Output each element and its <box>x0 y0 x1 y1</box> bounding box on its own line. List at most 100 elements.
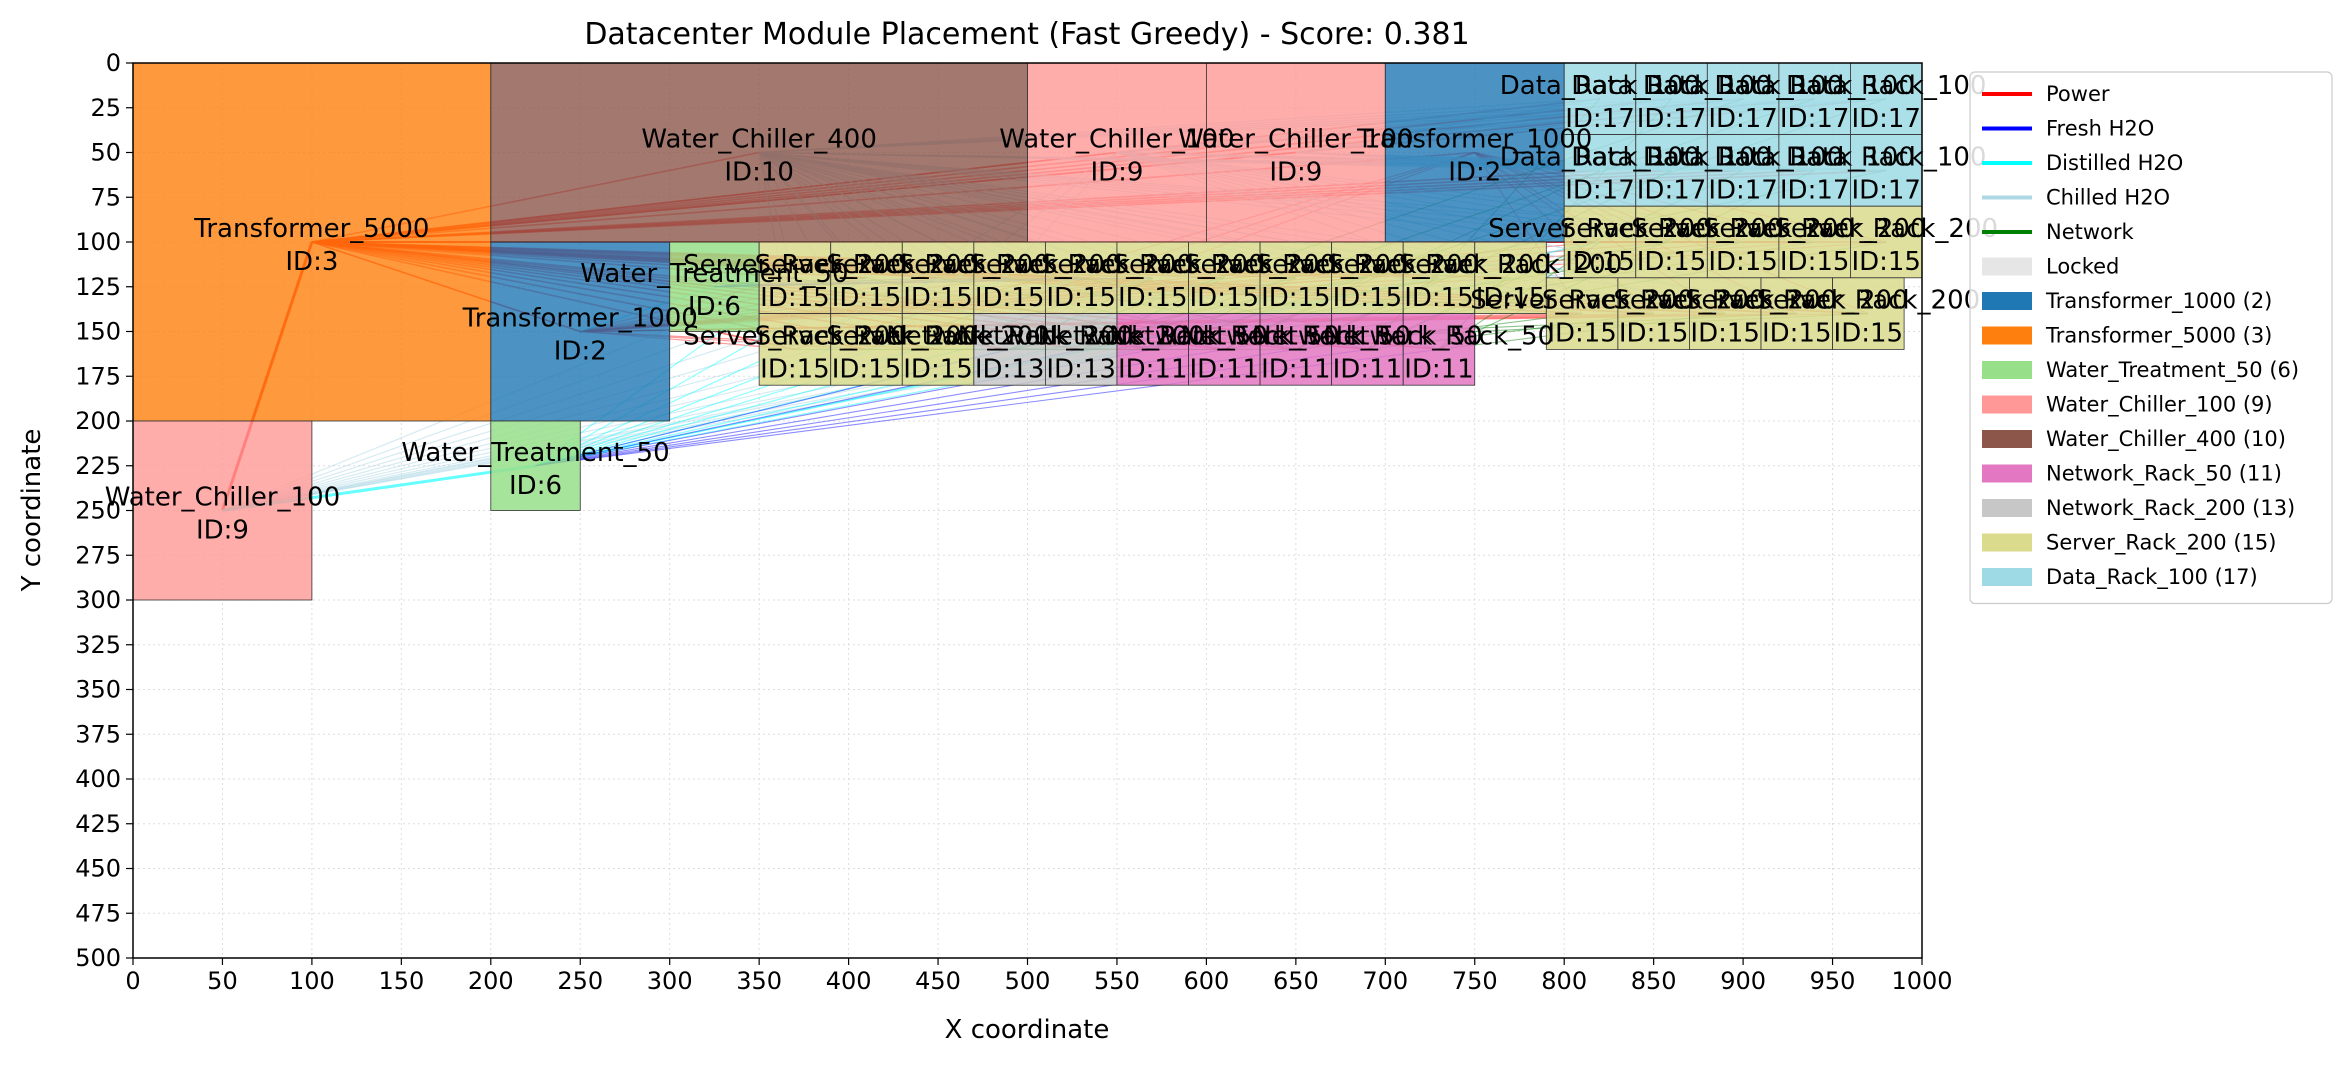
module-name-label: Data_Rack_100 <box>1643 71 1843 101</box>
legend-entry-label: Water_Treatment_50 (6) <box>2046 358 2299 383</box>
module-name-label: Server_Rack_200 <box>1184 250 1408 280</box>
y-tick-label: 75 <box>90 183 121 211</box>
module-block <box>1206 62 1386 243</box>
module-block <box>1706 62 1780 135</box>
module-id-label: ID:13 <box>1046 354 1116 384</box>
module-block <box>669 241 760 332</box>
module-id-label: ID:17 <box>1565 104 1635 134</box>
y-tick-label: 25 <box>90 94 121 122</box>
module-block <box>1402 313 1476 386</box>
x-tick-label: 600 <box>1183 967 1229 995</box>
module-name-label: Data_Rack_100 <box>1643 142 1843 172</box>
module-name-label: Server_Rack_200 <box>1488 214 1712 244</box>
module-name-label: Server_Rack_200 <box>1256 250 1480 280</box>
module-block <box>1044 241 1118 314</box>
y-tick-label: 250 <box>75 497 121 525</box>
module-name-label: Transformer_1000 <box>1356 125 1592 155</box>
module-block <box>1116 313 1189 386</box>
module-name-label: Network_Rack_50 <box>1109 321 1339 351</box>
module-id-label: ID:17 <box>1780 175 1850 205</box>
module-id-label: ID:17 <box>1780 104 1850 134</box>
x-tick-label: 750 <box>1452 967 1498 995</box>
module-block <box>1617 277 1690 350</box>
module-name-label: Server_Rack_200 <box>969 250 1193 280</box>
module-id-label: ID:15 <box>1404 283 1474 313</box>
module-block <box>830 241 903 314</box>
y-tick-label: 300 <box>75 586 121 614</box>
y-tick-label: 125 <box>75 273 121 301</box>
y-tick-label: 275 <box>75 541 121 569</box>
module-block <box>1116 241 1189 314</box>
legend-entry-label: Power <box>2046 82 2110 106</box>
y-tick-label: 50 <box>90 139 121 167</box>
axis-ticks: 0 50 100 150 200 250 300 350 400 450 500 550 600 650 7… <box>75 49 1952 995</box>
module-id-label: ID:15 <box>1762 319 1832 349</box>
x-tick-label: 650 <box>1273 967 1319 995</box>
module-block <box>758 241 832 314</box>
module-block <box>830 313 903 386</box>
module-name-label: Water_Treatment_50 <box>580 259 848 289</box>
module-block <box>1384 62 1565 243</box>
module-name-label: Server_Rack_200 <box>826 250 1050 280</box>
y-tick-label: 400 <box>75 765 121 793</box>
module-id-label: ID:15 <box>903 283 973 313</box>
legend-patch-swatch <box>1982 395 2032 414</box>
module-block <box>901 313 975 386</box>
legend-patch-swatch <box>1982 499 2032 517</box>
legend-patch-swatch <box>1982 430 2032 448</box>
module-id-label: ID:15 <box>1565 247 1635 277</box>
module-block <box>132 420 313 601</box>
module-block <box>1778 134 1851 207</box>
module-name-label: Server_Rack_200 <box>1756 286 1980 316</box>
x-tick-label: 0 <box>125 967 140 995</box>
module-name-label: Server_Rack_200 <box>1631 214 1855 244</box>
legend-entry-label: Server_Rack_200 (15) <box>2046 531 2276 556</box>
module-block <box>758 313 832 386</box>
module-block <box>490 241 671 422</box>
legend-entry-label: Water_Chiller_400 (10) <box>2046 427 2286 452</box>
module-id-label: ID:15 <box>1780 247 1850 277</box>
legend-patch-swatch <box>1982 568 2032 586</box>
module-name-label: Server_Rack_200 <box>755 250 979 280</box>
legend-patch-swatch <box>1982 533 2032 552</box>
y-tick-label: 500 <box>75 944 121 972</box>
module-id-label: ID:2 <box>554 337 607 367</box>
module-name-label: Water_Chiller_100 <box>999 125 1234 155</box>
x-tick-label: 50 <box>207 967 238 995</box>
module-name-label: Data_Rack_100 <box>1714 71 1914 101</box>
legend-entry-label: Chilled H2O <box>2046 186 2170 210</box>
module-name-label: Transformer_1000 <box>462 304 698 334</box>
module-block <box>973 313 1046 386</box>
module-id-label: ID:3 <box>285 247 338 277</box>
module-id-label: ID:15 <box>832 354 902 384</box>
y-tick-label: 150 <box>75 318 121 346</box>
module-name-label: Network_Rack_50 <box>1181 321 1411 351</box>
x-tick-label: 200 <box>468 967 514 995</box>
module-labels: Transformer_5000ID:3Water_Chiller_400ID:… <box>105 71 1998 546</box>
module-name-label: Network_Rack_50 <box>1038 321 1268 351</box>
legend-entry-label: Water_Chiller_100 (9) <box>2046 393 2273 418</box>
x-tick-label: 300 <box>647 967 693 995</box>
module-id-label: ID:15 <box>1619 319 1689 349</box>
module-id-label: ID:10 <box>724 158 794 188</box>
module-id-label: ID:15 <box>1834 319 1904 349</box>
module-block <box>901 241 975 314</box>
module-block <box>973 241 1046 314</box>
module-id-label: ID:15 <box>1476 283 1546 313</box>
module-name-label: Server_Rack_200 <box>1041 250 1265 280</box>
module-block <box>1044 313 1118 386</box>
module-name-label: Server_Rack_200 <box>1703 214 1927 244</box>
module-block <box>1188 313 1261 386</box>
legend-entry-label: Fresh H2O <box>2046 117 2154 141</box>
legend-entry-label: Locked <box>2046 255 2119 279</box>
y-tick-label: 100 <box>75 228 121 256</box>
module-name-label: Data_Rack_100 <box>1500 142 1700 172</box>
x-tick-label: 700 <box>1362 967 1408 995</box>
module-name-label: Data_Rack_100 <box>1714 142 1914 172</box>
module-name-label: Data_Rack_100 <box>1786 142 1986 172</box>
module-id-label: ID:15 <box>1261 283 1331 313</box>
module-id-label: ID:15 <box>1690 319 1760 349</box>
module-id-label: ID:13 <box>975 354 1045 384</box>
